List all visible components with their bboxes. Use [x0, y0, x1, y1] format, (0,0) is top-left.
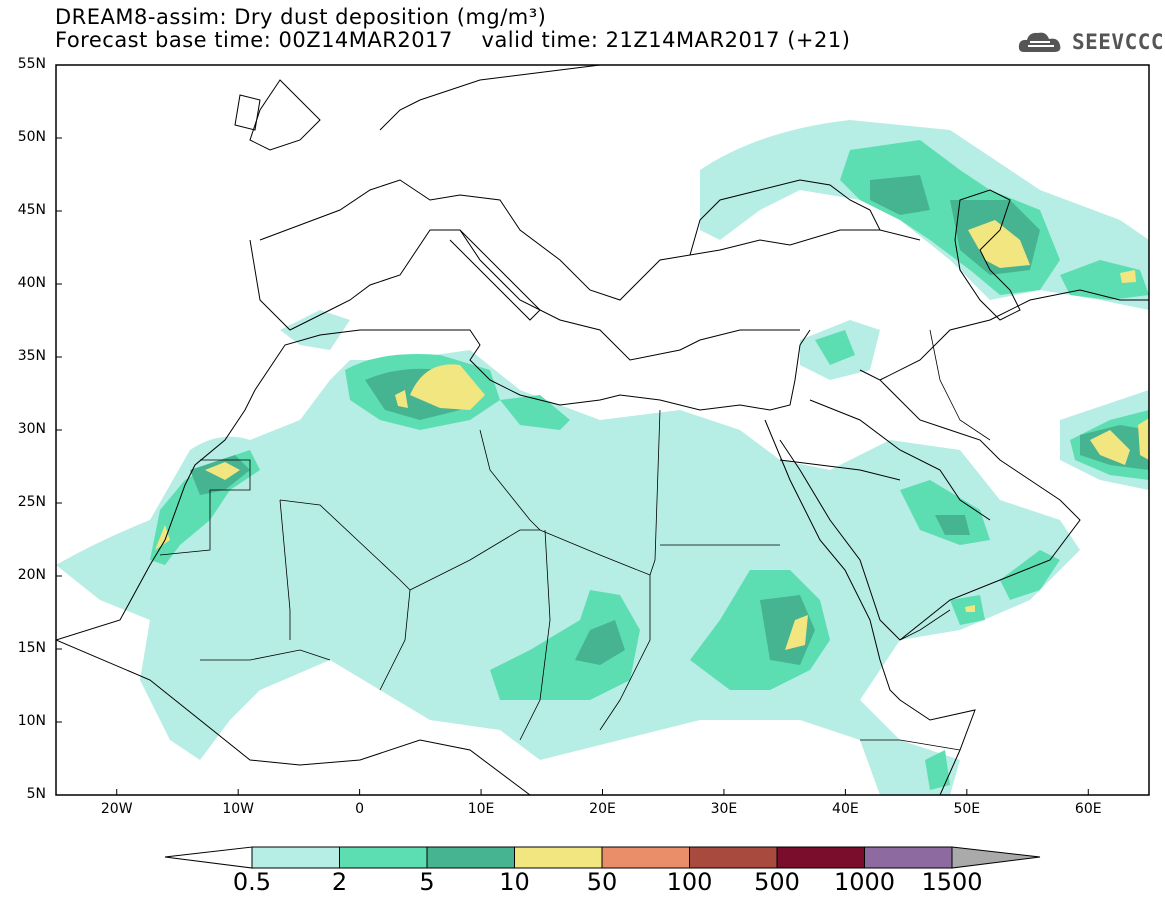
lat-label: 25N [17, 494, 46, 510]
map-title: DREAM8-assim: Dry dust deposition (mg/m³… [55, 5, 547, 29]
axis-ticks [56, 64, 1089, 796]
colorbar-label: 2 [331, 868, 348, 896]
colorbar-label: 10 [499, 868, 530, 896]
lat-label: 5N [26, 786, 46, 802]
lon-label: 30E [710, 801, 738, 817]
colorbar-upper-arrow [951, 846, 1041, 869]
lat-label: 20N [17, 567, 46, 583]
colorbar-swatch [776, 846, 865, 869]
lon-label: 40E [832, 801, 859, 817]
colorbar-label: 1500 [921, 868, 983, 896]
lat-label: 50N [17, 129, 46, 145]
lon-label: 20W [100, 801, 133, 817]
country-borders [159, 329, 991, 751]
colorbar-swatch [601, 846, 690, 869]
dust-field [56, 120, 1149, 795]
lat-label: 40N [17, 275, 46, 291]
colorbar-swatch [251, 846, 340, 869]
colorbar-label: 50 [586, 868, 618, 896]
colorbar-lower-arrow [164, 846, 253, 869]
colorbar-label: 0.5 [232, 868, 272, 896]
lon-label: 50E [953, 801, 981, 817]
lat-label: 55N [17, 56, 46, 72]
colorbar-swatch [864, 846, 953, 869]
lon-label: 20E [589, 801, 616, 817]
lat-label: 45N [17, 202, 46, 218]
colorbar-label: 100 [666, 868, 713, 896]
lon-label: 10E [467, 801, 495, 817]
logo-text: SEEVCCC [1072, 30, 1165, 54]
colorbar-swatch [339, 846, 428, 869]
lon-label: 0 [355, 801, 365, 817]
colorbar-label: 1000 [833, 868, 896, 896]
colorbar-swatch [689, 846, 778, 869]
lat-label: 35N [17, 348, 46, 364]
colorbar-swatch [514, 846, 603, 869]
lat-label: 10N [17, 713, 46, 729]
lat-label: 30N [17, 421, 46, 437]
colorbar-label: 500 [754, 868, 800, 896]
lat-label: 15N [17, 640, 46, 656]
colorbar-swatch [426, 846, 515, 869]
colorbar [164, 846, 1041, 869]
lon-label: 10W [222, 801, 254, 817]
colorbar-label: 5 [419, 868, 435, 896]
coastlines [56, 65, 1149, 795]
map-subtitle: Forecast base time: 00Z14MAR2017 valid t… [55, 28, 851, 52]
seevccc-cloud-logo-icon [1018, 32, 1061, 52]
lon-label: 60E [1074, 801, 1102, 817]
